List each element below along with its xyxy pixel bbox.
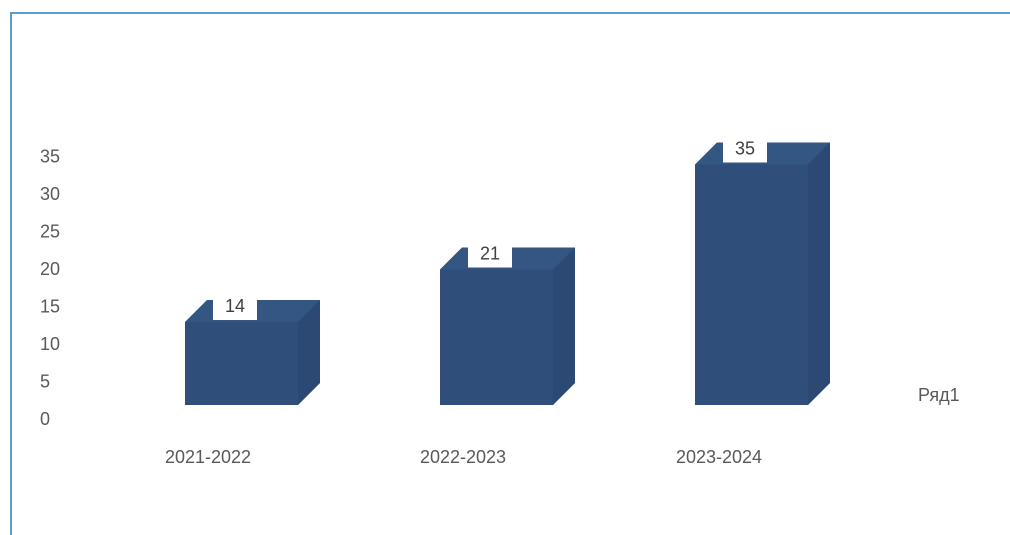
y-tick-label: 0 xyxy=(40,409,50,429)
legend-series-label: Ряд1 xyxy=(918,385,960,405)
bar-side-face xyxy=(808,142,830,405)
y-tick-label: 10 xyxy=(40,334,60,354)
y-tick-label: 25 xyxy=(40,222,60,242)
bar xyxy=(695,142,830,405)
category-labels: 2021-2022 2022-2023 2023-2024 xyxy=(165,447,762,467)
category-label: 2022-2023 xyxy=(420,447,506,467)
bar xyxy=(440,247,575,405)
data-label-box xyxy=(723,134,767,163)
data-label-text: 21 xyxy=(480,244,500,264)
data-label: 21 xyxy=(468,239,512,268)
data-label: 14 xyxy=(213,292,257,320)
bar-shape xyxy=(440,247,575,405)
category-label: 2023-2024 xyxy=(676,447,762,467)
data-label: 35 xyxy=(723,134,767,163)
y-tick-label: 5 xyxy=(40,372,50,392)
y-tick-label: 20 xyxy=(40,259,60,279)
chart-frame xyxy=(10,12,1010,535)
y-axis-ticks: 0 5 10 15 20 25 30 35 xyxy=(40,147,60,430)
data-labels: 14 21 35 xyxy=(213,134,767,320)
bar-side-face xyxy=(553,247,575,405)
data-label-text: 14 xyxy=(225,296,245,316)
data-label-box xyxy=(468,239,512,268)
bar-shape xyxy=(185,300,320,405)
bar-shape xyxy=(695,142,830,405)
bar-side-face xyxy=(298,300,320,405)
y-tick-label: 35 xyxy=(40,147,60,167)
data-label-text: 35 xyxy=(735,139,755,159)
data-label-box xyxy=(213,292,257,320)
category-label: 2021-2022 xyxy=(165,447,251,467)
y-tick-label: 15 xyxy=(40,297,60,317)
y-tick-label: 30 xyxy=(40,184,60,204)
bars xyxy=(185,142,830,405)
